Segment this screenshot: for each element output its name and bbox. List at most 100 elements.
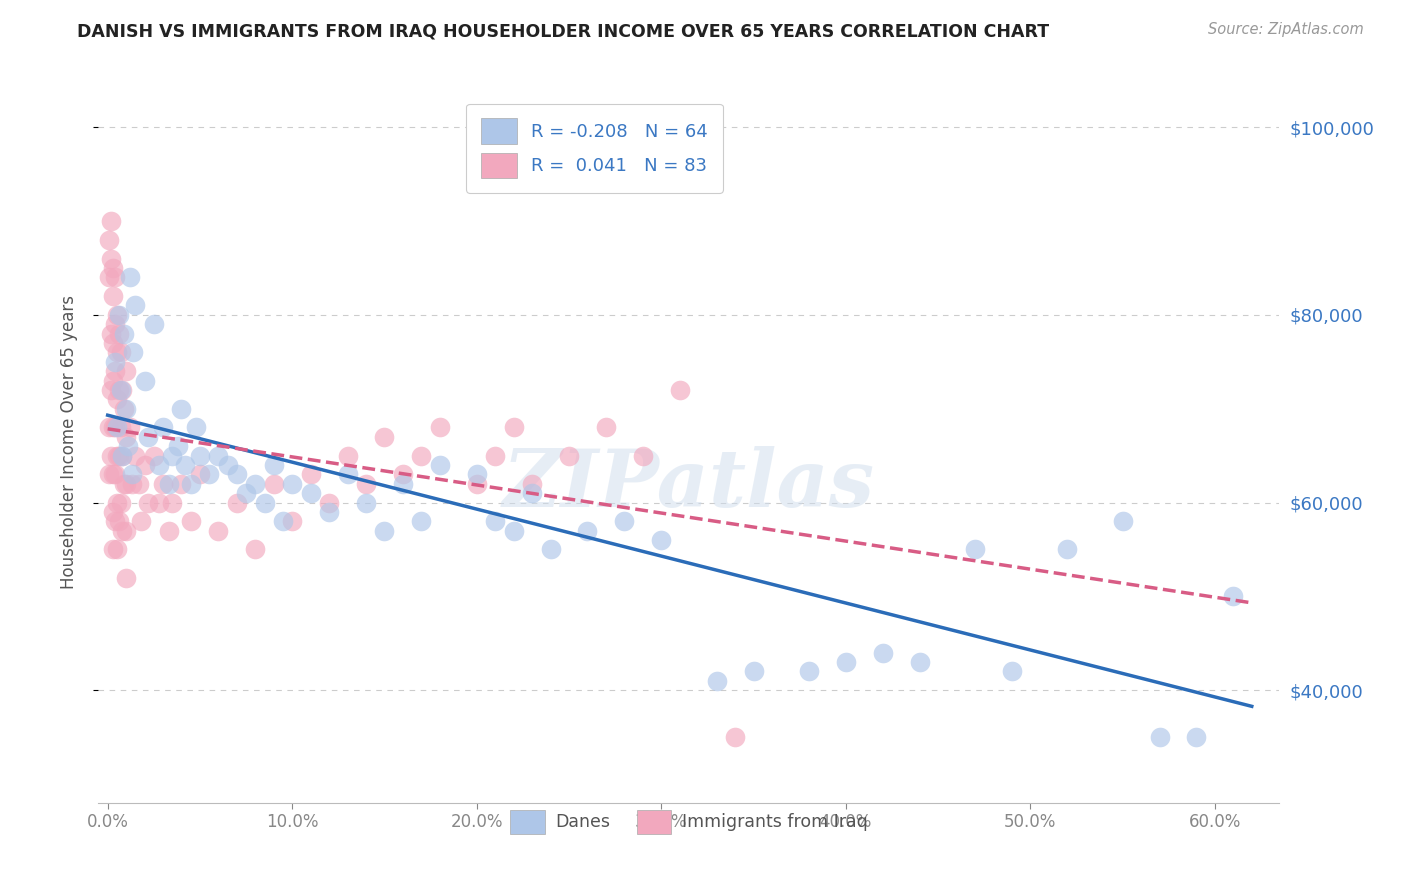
Point — [111, 524, 134, 538]
Point — [103, 289, 125, 303]
Point — [835, 655, 858, 669]
Point — [198, 467, 221, 482]
Point — [103, 374, 125, 388]
Point — [354, 476, 377, 491]
Point — [724, 730, 747, 744]
Point — [121, 476, 143, 491]
Point — [129, 514, 152, 528]
Point — [104, 318, 127, 332]
Point — [104, 270, 127, 285]
Point — [520, 476, 543, 491]
Point — [235, 486, 257, 500]
Point — [105, 420, 128, 434]
Point — [105, 308, 128, 322]
Point — [134, 374, 156, 388]
Point — [170, 476, 193, 491]
Point — [136, 495, 159, 509]
Point — [105, 392, 128, 407]
Point — [484, 514, 506, 528]
Point — [1149, 730, 1171, 744]
Point — [103, 467, 125, 482]
Point — [540, 542, 562, 557]
Point — [107, 383, 129, 397]
Point — [613, 514, 636, 528]
Point — [100, 214, 122, 228]
Point — [100, 252, 122, 266]
Point — [253, 495, 276, 509]
Point — [110, 383, 132, 397]
Point — [207, 524, 229, 538]
Point — [1001, 665, 1024, 679]
Point — [98, 270, 121, 285]
Point — [115, 524, 138, 538]
Point — [117, 439, 139, 453]
Point — [104, 364, 127, 378]
Point — [152, 420, 174, 434]
Legend: Danes, Immigrants from Iraq: Danes, Immigrants from Iraq — [503, 803, 875, 841]
Point — [103, 505, 125, 519]
Point — [148, 495, 170, 509]
Point — [797, 665, 820, 679]
Point — [142, 318, 165, 332]
Point — [576, 524, 599, 538]
Point — [706, 673, 728, 688]
Point — [245, 476, 267, 491]
Point — [115, 571, 138, 585]
Point — [225, 495, 247, 509]
Point — [104, 355, 127, 369]
Point — [103, 260, 125, 275]
Point — [104, 420, 127, 434]
Point — [112, 401, 135, 416]
Point — [299, 467, 322, 482]
Point — [186, 420, 208, 434]
Point — [484, 449, 506, 463]
Point — [121, 467, 143, 482]
Point — [118, 270, 141, 285]
Point — [281, 476, 304, 491]
Point — [631, 449, 654, 463]
Point — [207, 449, 229, 463]
Point — [124, 449, 146, 463]
Point — [502, 524, 524, 538]
Point — [128, 476, 150, 491]
Point — [115, 364, 138, 378]
Point — [520, 486, 543, 500]
Point — [148, 458, 170, 472]
Point — [105, 345, 128, 359]
Point — [122, 345, 145, 359]
Point — [162, 495, 184, 509]
Point — [162, 449, 184, 463]
Point — [373, 524, 395, 538]
Point — [318, 495, 340, 509]
Point — [112, 326, 135, 341]
Point — [225, 467, 247, 482]
Point — [118, 420, 141, 434]
Point — [429, 420, 451, 434]
Point — [166, 439, 188, 453]
Point — [111, 383, 134, 397]
Point — [1056, 542, 1078, 557]
Point — [103, 420, 125, 434]
Point — [174, 458, 197, 472]
Point — [104, 514, 127, 528]
Point — [963, 542, 986, 557]
Point — [110, 495, 132, 509]
Point — [152, 476, 174, 491]
Point — [105, 495, 128, 509]
Point — [105, 542, 128, 557]
Point — [136, 430, 159, 444]
Point — [103, 542, 125, 557]
Point — [271, 514, 294, 528]
Point — [103, 336, 125, 351]
Y-axis label: Householder Income Over 65 years: Householder Income Over 65 years — [59, 294, 77, 589]
Point — [100, 383, 122, 397]
Point — [180, 476, 202, 491]
Point — [188, 449, 211, 463]
Point — [115, 401, 138, 416]
Point — [107, 514, 129, 528]
Text: Source: ZipAtlas.com: Source: ZipAtlas.com — [1208, 22, 1364, 37]
Point — [157, 476, 180, 491]
Point — [107, 326, 129, 341]
Point — [1111, 514, 1133, 528]
Point — [111, 449, 134, 463]
